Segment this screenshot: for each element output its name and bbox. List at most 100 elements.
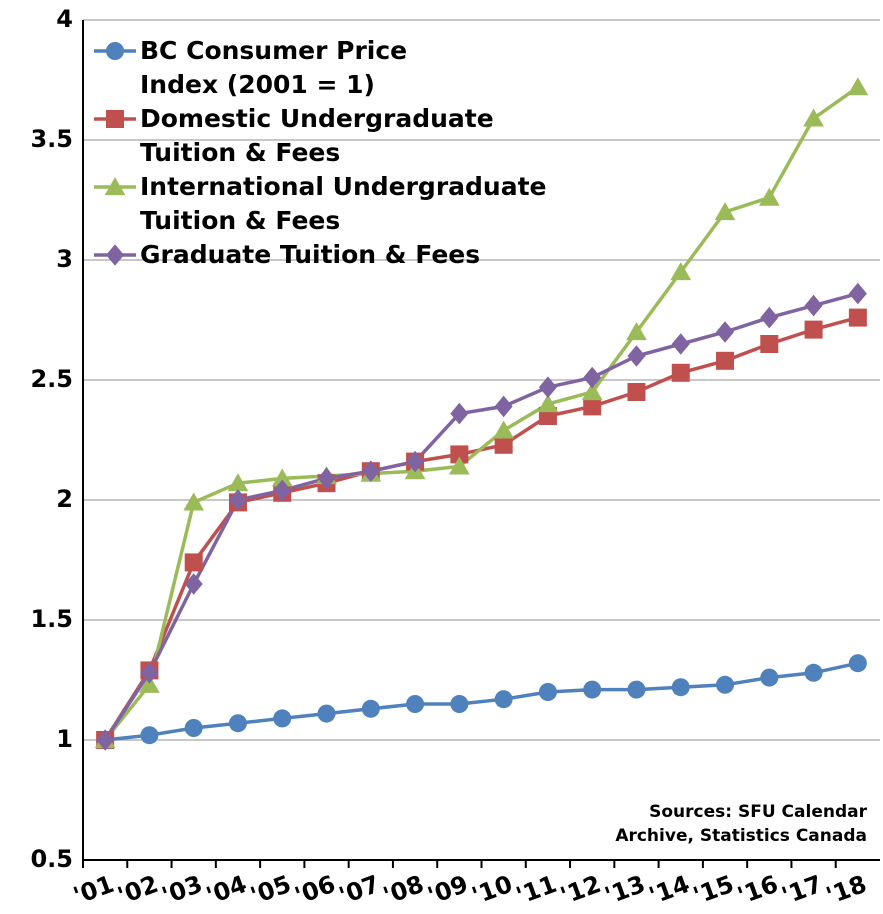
marker [671,678,690,697]
x-tick-label: '13 [601,870,649,910]
marker [140,726,159,745]
y-tick-label: 1 [56,725,73,753]
y-tick-label: 4 [56,5,73,33]
marker [671,333,690,355]
legend-item: Graduate Tuition & Fees [92,238,580,272]
marker [450,445,469,464]
x-tick-label: '06 [291,870,339,910]
marker [583,397,602,416]
legend-label: Graduate Tuition & Fees [140,240,481,269]
marker [538,376,557,398]
x-tick-label: '14 [645,870,693,910]
legend-symbol [94,177,136,196]
x-tick-label: '01 [70,870,118,910]
marker [494,690,513,709]
marker [104,177,126,196]
series-line [104,661,859,742]
marker [716,321,735,343]
marker [538,683,557,701]
marker [537,394,559,413]
marker [760,306,779,329]
marker [273,479,292,502]
marker [361,460,380,482]
marker [716,351,735,370]
legend-symbol [94,42,136,60]
x-tick-label: '16 [734,870,782,910]
marker [671,363,690,382]
x-tick-label: '10 [468,870,516,910]
source-note: Sources: SFU Calendar Archive, Statistic… [615,802,867,846]
marker [184,719,203,737]
marker [804,663,823,682]
marker [183,492,205,511]
marker [494,435,513,454]
marker [139,674,160,693]
marker [184,573,203,595]
legend-symbol [94,110,136,128]
marker [627,383,646,401]
marker [406,695,425,713]
x-tick-label: '18 [822,870,870,910]
marker [184,553,203,572]
marker [803,108,824,127]
marker [714,202,736,221]
marker [848,654,867,673]
legend-item: International Undergraduate Tuition & Fe… [92,170,580,238]
marker [626,322,647,341]
marker [848,308,867,327]
marker [627,345,646,367]
legend: BC Consumer Price Index (2001 = 1) Domest… [92,34,580,272]
marker [96,729,115,751]
marker [758,187,780,206]
marker [361,699,380,718]
marker [804,294,823,317]
marker [450,695,469,713]
y-tick-label: 0.5 [30,845,73,873]
x-tick-label: '15 [690,870,738,910]
marker [760,668,779,687]
marker [494,395,513,418]
y-tick-label: 3 [56,245,73,273]
marker [760,335,779,353]
x-tick-label: '17 [778,870,826,910]
marker [106,110,124,128]
y-tick-label: 2 [56,485,73,513]
legend-symbol [94,244,136,266]
marker [228,489,247,511]
marker [670,262,692,281]
series-line [103,315,859,741]
x-tick-label: '08 [380,870,428,910]
marker [583,680,602,699]
legend-label: Domestic Undergraduate Tuition & Fees [140,104,494,167]
marker [493,420,514,439]
x-tick-label: '07 [335,870,383,910]
marker [106,42,124,60]
marker [317,704,336,723]
marker [716,675,735,694]
x-tick-label: '03 [158,870,206,910]
legend-item: BC Consumer Price Index (2001 = 1) [92,34,580,102]
marker [228,714,247,733]
legend-label: BC Consumer Price Index (2001 = 1) [140,36,408,99]
y-tick-label: 3.5 [30,125,73,153]
marker [106,244,124,266]
marker [317,467,336,490]
marker [804,320,823,339]
marker [583,366,602,389]
marker [271,468,293,487]
x-tick-label: '12 [557,870,605,910]
marker [227,473,249,492]
marker [847,77,869,96]
x-tick-label: '09 [424,870,472,910]
marker [627,680,646,699]
legend-label: International Undergraduate Tuition & Fe… [140,172,547,235]
marker [848,282,867,305]
marker [581,382,603,401]
marker [140,662,159,684]
marker [273,709,292,728]
x-tick-label: '05 [247,870,295,910]
legend-item: Domestic Undergraduate Tuition & Fees [92,102,580,170]
y-tick-label: 2.5 [30,365,73,393]
